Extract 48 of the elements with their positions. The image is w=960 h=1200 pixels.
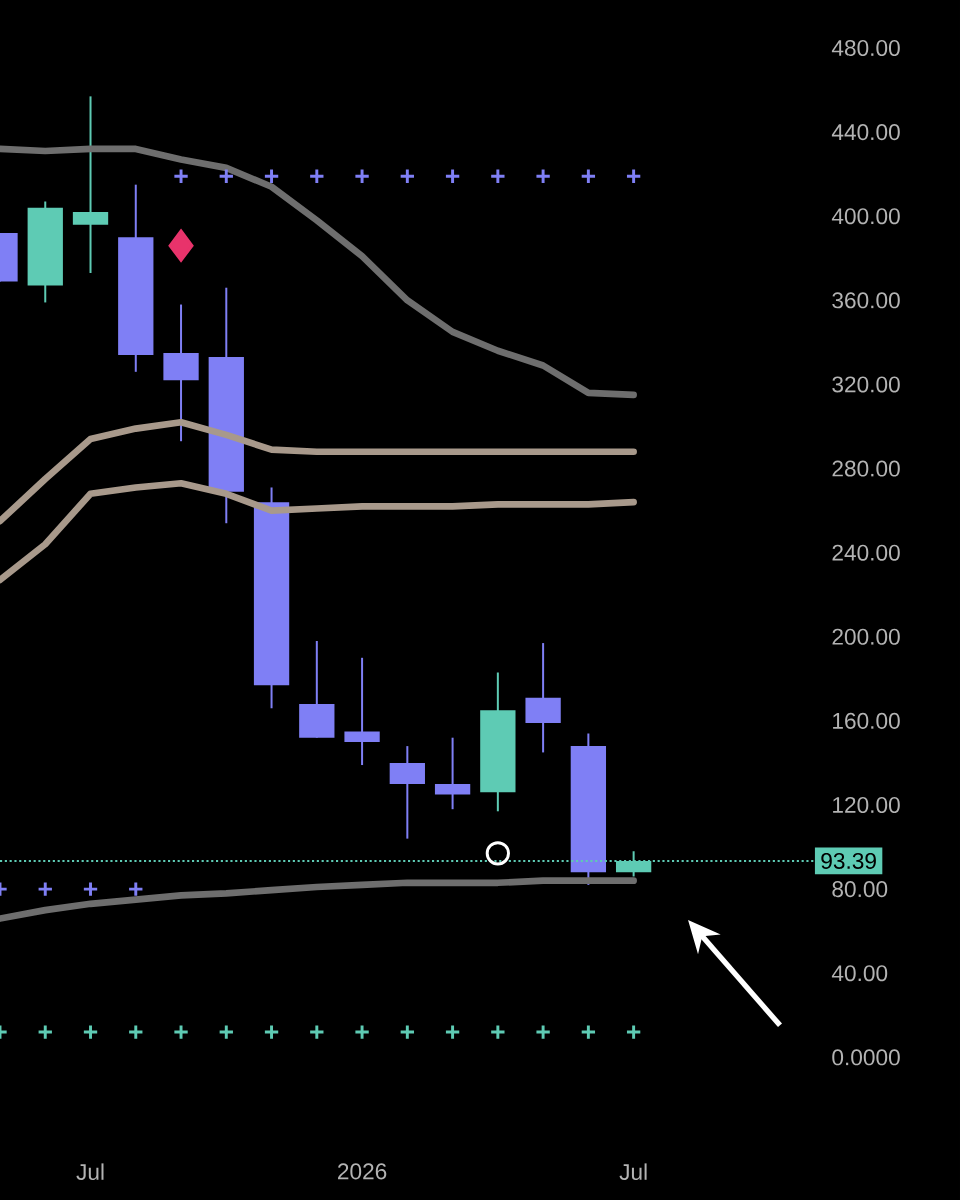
candlestick	[434, 736, 471, 811]
y-tick-label: 360.00	[832, 292, 900, 309]
point	[308, 168, 325, 185]
x-tick-label: 2026	[338, 1163, 387, 1180]
y-tick-label: 480.00	[831, 39, 900, 57]
point	[37, 880, 54, 898]
candlestick	[344, 656, 380, 767]
y-tick-label: 120.00	[833, 796, 900, 814]
point	[353, 1023, 371, 1041]
point	[444, 168, 461, 185]
point	[82, 880, 99, 898]
point	[625, 168, 642, 185]
point	[444, 1023, 461, 1041]
y-tick-label: 280.00	[832, 460, 900, 477]
y-tick-label: 440.00	[831, 124, 900, 141]
point	[172, 168, 190, 185]
y-tick-label: 240.00	[832, 544, 900, 561]
point	[489, 168, 506, 185]
ref-line-label: 93.39	[821, 852, 876, 869]
y-tick-label: 160.00	[833, 712, 900, 729]
point	[218, 1023, 235, 1041]
point	[580, 1023, 597, 1041]
candlestick	[72, 95, 109, 274]
x-tick-label: Jul	[76, 1163, 104, 1181]
point	[353, 168, 371, 185]
point	[534, 168, 552, 185]
y-tick-label: 400.00	[831, 208, 900, 225]
point	[127, 880, 144, 898]
point	[82, 1023, 99, 1041]
point	[485, 841, 510, 866]
y-tick-label: 320.00	[832, 376, 900, 393]
y-tick-label: 80.00	[832, 881, 888, 898]
point	[489, 1023, 506, 1041]
y-tick-label: 0.0000	[832, 1049, 900, 1066]
x-tick-label: Jul	[619, 1163, 647, 1181]
point	[625, 1023, 642, 1041]
y-tick-label: 40.00	[831, 965, 888, 982]
point	[263, 168, 280, 185]
point	[218, 168, 235, 185]
point	[127, 1023, 144, 1041]
point	[308, 1023, 325, 1041]
y-tick-label: 200.00	[832, 628, 900, 645]
point	[168, 229, 194, 262]
point	[580, 168, 597, 185]
point	[37, 1023, 54, 1041]
point	[263, 1023, 280, 1041]
point	[534, 1023, 552, 1041]
point	[172, 1023, 190, 1041]
